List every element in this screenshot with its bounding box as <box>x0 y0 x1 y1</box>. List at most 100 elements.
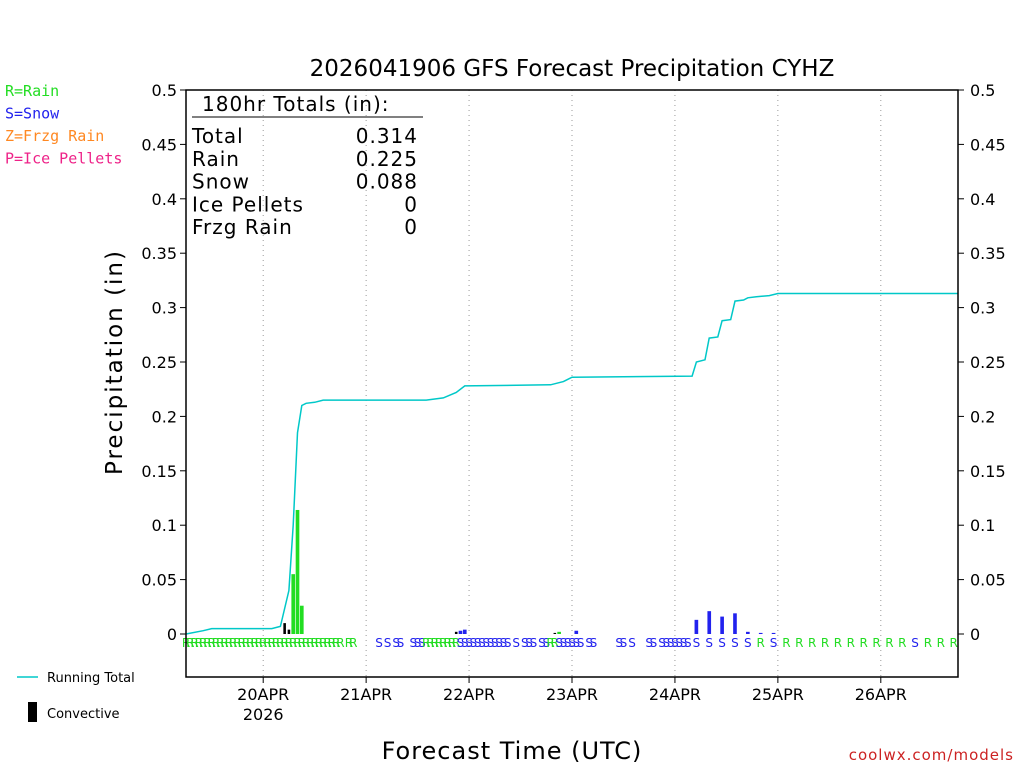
y-tick-label-left: 0.4 <box>152 190 177 209</box>
precip-type-mark: R <box>808 636 816 650</box>
precip-type-mark: R <box>242 636 250 650</box>
precip-type-mark: R <box>280 636 288 650</box>
y-axis-left-ticks: 0 0.05 0.1 0.15 0.2 0.25 0.3 0.35 0.4 0.45 0.5 <box>141 81 186 644</box>
precip-type-mark: S <box>564 636 572 650</box>
precip-type-mark: S <box>555 636 563 650</box>
precip-type-mark: S <box>478 636 486 650</box>
precip-type-mark: S <box>568 636 576 650</box>
precip-type-mark: R <box>319 636 327 650</box>
precip-type-mark: R <box>924 636 932 650</box>
y-tick-label-right: 0.4 <box>970 190 995 209</box>
totals-row-value: 0.225 <box>356 147 418 171</box>
x-tick-label: 24APR <box>649 685 701 704</box>
precip-type-mark: S <box>615 636 623 650</box>
convective-bar <box>283 623 286 634</box>
precip-type-mark: R <box>255 636 263 650</box>
precip-type-mark: S <box>521 636 529 650</box>
precip-type-mark: S <box>577 636 585 650</box>
precip-type-mark: R <box>246 636 254 650</box>
precip-type-mark: S <box>482 636 490 650</box>
precip-type-mark: R <box>263 636 271 650</box>
y-tick-label-right: 0.25 <box>970 353 1006 372</box>
precip-type-mark: R <box>435 636 443 650</box>
precip-type-legend: R=Rain S=Snow Z=Frzg Rain P=Ice Pellets <box>5 82 122 168</box>
y-tick-label-left: 0.1 <box>152 516 177 535</box>
precip-type-mark: R <box>898 636 906 650</box>
precip-bar <box>733 613 737 634</box>
precip-type-mark: R <box>834 636 842 650</box>
precip-type-mark: R <box>795 636 803 650</box>
precip-type-mark: R <box>439 636 447 650</box>
precip-type-mark: S <box>474 636 482 650</box>
precip-type-mark: R <box>821 636 829 650</box>
precip-type-mark: R <box>306 636 314 650</box>
y-tick-label-right: 0.05 <box>970 571 1006 590</box>
precip-type-mark: R <box>315 636 323 650</box>
precip-type-mark: S <box>671 636 679 650</box>
x-tick-label: 20APR <box>237 685 289 704</box>
precip-type-mark: R <box>302 636 310 650</box>
precip-type-mark: S <box>628 636 636 650</box>
x-tick-label: 22APR <box>443 685 495 704</box>
precip-type-mark: R <box>229 636 237 650</box>
precip-type-mark: S <box>409 636 417 650</box>
y-tick-label-left: 0.25 <box>141 353 177 372</box>
y-tick-label-left: 0.3 <box>152 299 177 318</box>
precip-type-mark: R <box>238 636 246 650</box>
precip-bars <box>291 509 776 634</box>
y-tick-label-left: 0.05 <box>141 571 177 590</box>
precip-type-mark: R <box>345 636 353 650</box>
y-tick-label-left: 0.15 <box>141 462 177 481</box>
precip-type-mark: S <box>414 636 422 650</box>
convective-bar <box>553 632 557 634</box>
precip-bar <box>574 630 579 634</box>
precip-type-mark: R <box>186 636 194 650</box>
totals-row-label: Rain <box>192 147 240 171</box>
totals-row-label: Snow <box>192 170 250 194</box>
precip-type-mark: S <box>538 636 546 650</box>
convective-legend-swatch <box>28 702 37 722</box>
precip-type-mark: S <box>590 636 598 650</box>
precip-type-mark: S <box>693 636 701 650</box>
precip-type-mark: R <box>431 636 439 650</box>
precip-type-mark: S <box>530 636 538 650</box>
running-total-line <box>185 292 958 635</box>
precip-type-mark: R <box>757 636 765 650</box>
precip-type-mark: S <box>525 636 533 650</box>
precip-type-mark: S <box>770 636 778 650</box>
precip-type-mark: S <box>500 636 508 650</box>
precip-type-mark: S <box>684 636 692 650</box>
precip-type-mark: R <box>190 636 198 650</box>
totals-row-value: 0 <box>404 215 418 239</box>
precip-bar <box>746 631 750 634</box>
precip-type-mark: R <box>203 636 211 650</box>
precip-type-mark: S <box>457 636 465 650</box>
totals-row-value: 0.314 <box>356 124 418 148</box>
precip-bar <box>295 509 300 634</box>
totals-row-value: 0 <box>404 192 418 216</box>
type-legend-item: P=Ice Pellets <box>5 150 122 168</box>
precip-type-mark: R <box>349 636 357 650</box>
precip-bar <box>694 619 699 634</box>
type-legend-item: R=Rain <box>5 82 59 100</box>
y-tick-label-left: 0.5 <box>152 81 177 100</box>
precip-type-mark: R <box>859 636 867 650</box>
precip-type-mark: S <box>512 636 520 650</box>
y-tick-label-right: 0.45 <box>970 135 1006 154</box>
precip-type-mark: R <box>250 636 258 650</box>
precip-bar <box>299 605 304 634</box>
precip-type-mark: R <box>195 636 203 650</box>
x-axis-label: Forecast Time (UTC) <box>382 737 643 765</box>
precip-type-mark: R <box>272 636 280 650</box>
y-tick-label-left: 0.45 <box>141 135 177 154</box>
precip-type-mark: S <box>680 636 688 650</box>
precip-type-mark: R <box>220 636 228 650</box>
precip-type-mark: S <box>620 636 628 650</box>
x-tick-label: 26APR <box>855 685 907 704</box>
precip-type-mark: S <box>675 636 683 650</box>
precip-type-mark: R <box>276 636 284 650</box>
precip-type-mark: R <box>422 636 430 650</box>
precip-type-mark: S <box>465 636 473 650</box>
precip-type-mark: S <box>718 636 726 650</box>
